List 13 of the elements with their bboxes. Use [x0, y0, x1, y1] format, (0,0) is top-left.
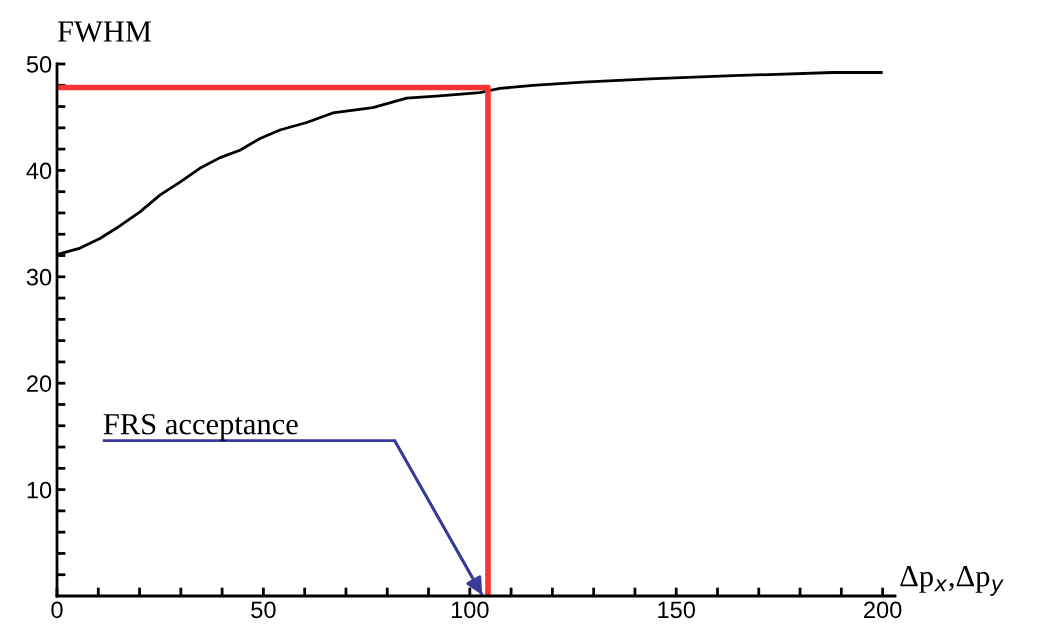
y-axis-title: FWHM	[57, 21, 152, 42]
y-tick-label: 10	[27, 481, 52, 499]
x-tick-label: 100	[451, 601, 489, 619]
x-tick-label: 0	[51, 601, 63, 619]
y-tick-label: 20	[27, 375, 52, 392]
x-axis-title: Δp$_{x}$,Δp$_{y}$	[900, 566, 1004, 596]
y-tick-label: 30	[26, 268, 52, 286]
x-tick-label: 150	[658, 601, 695, 619]
x-tick-label: 50	[251, 601, 276, 619]
y-tick-label: 50	[26, 56, 52, 73]
y-tick-label: 40	[26, 162, 52, 180]
series-label: FRS acceptance	[103, 413, 298, 441]
x-tick-label: 200	[864, 601, 902, 619]
